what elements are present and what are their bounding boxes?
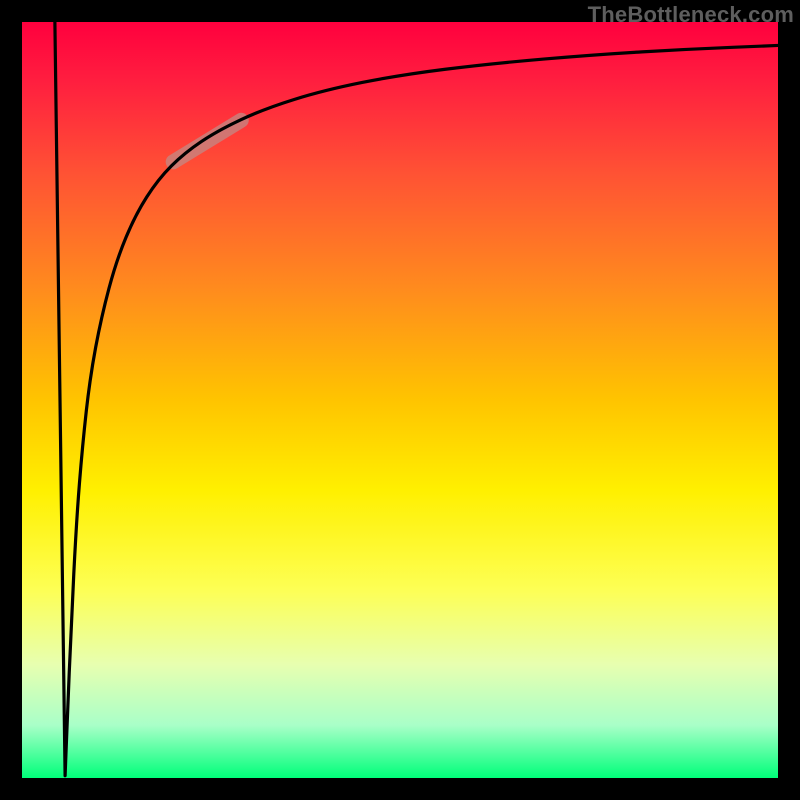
chart-frame — [0, 22, 22, 778]
gradient-background — [22, 22, 778, 778]
chart-frame — [0, 778, 800, 800]
watermark-text: TheBottleneck.com — [588, 2, 794, 28]
chart-canvas: TheBottleneck.com — [0, 0, 800, 800]
bottleneck-curve-chart — [0, 0, 800, 800]
chart-frame — [778, 22, 800, 778]
